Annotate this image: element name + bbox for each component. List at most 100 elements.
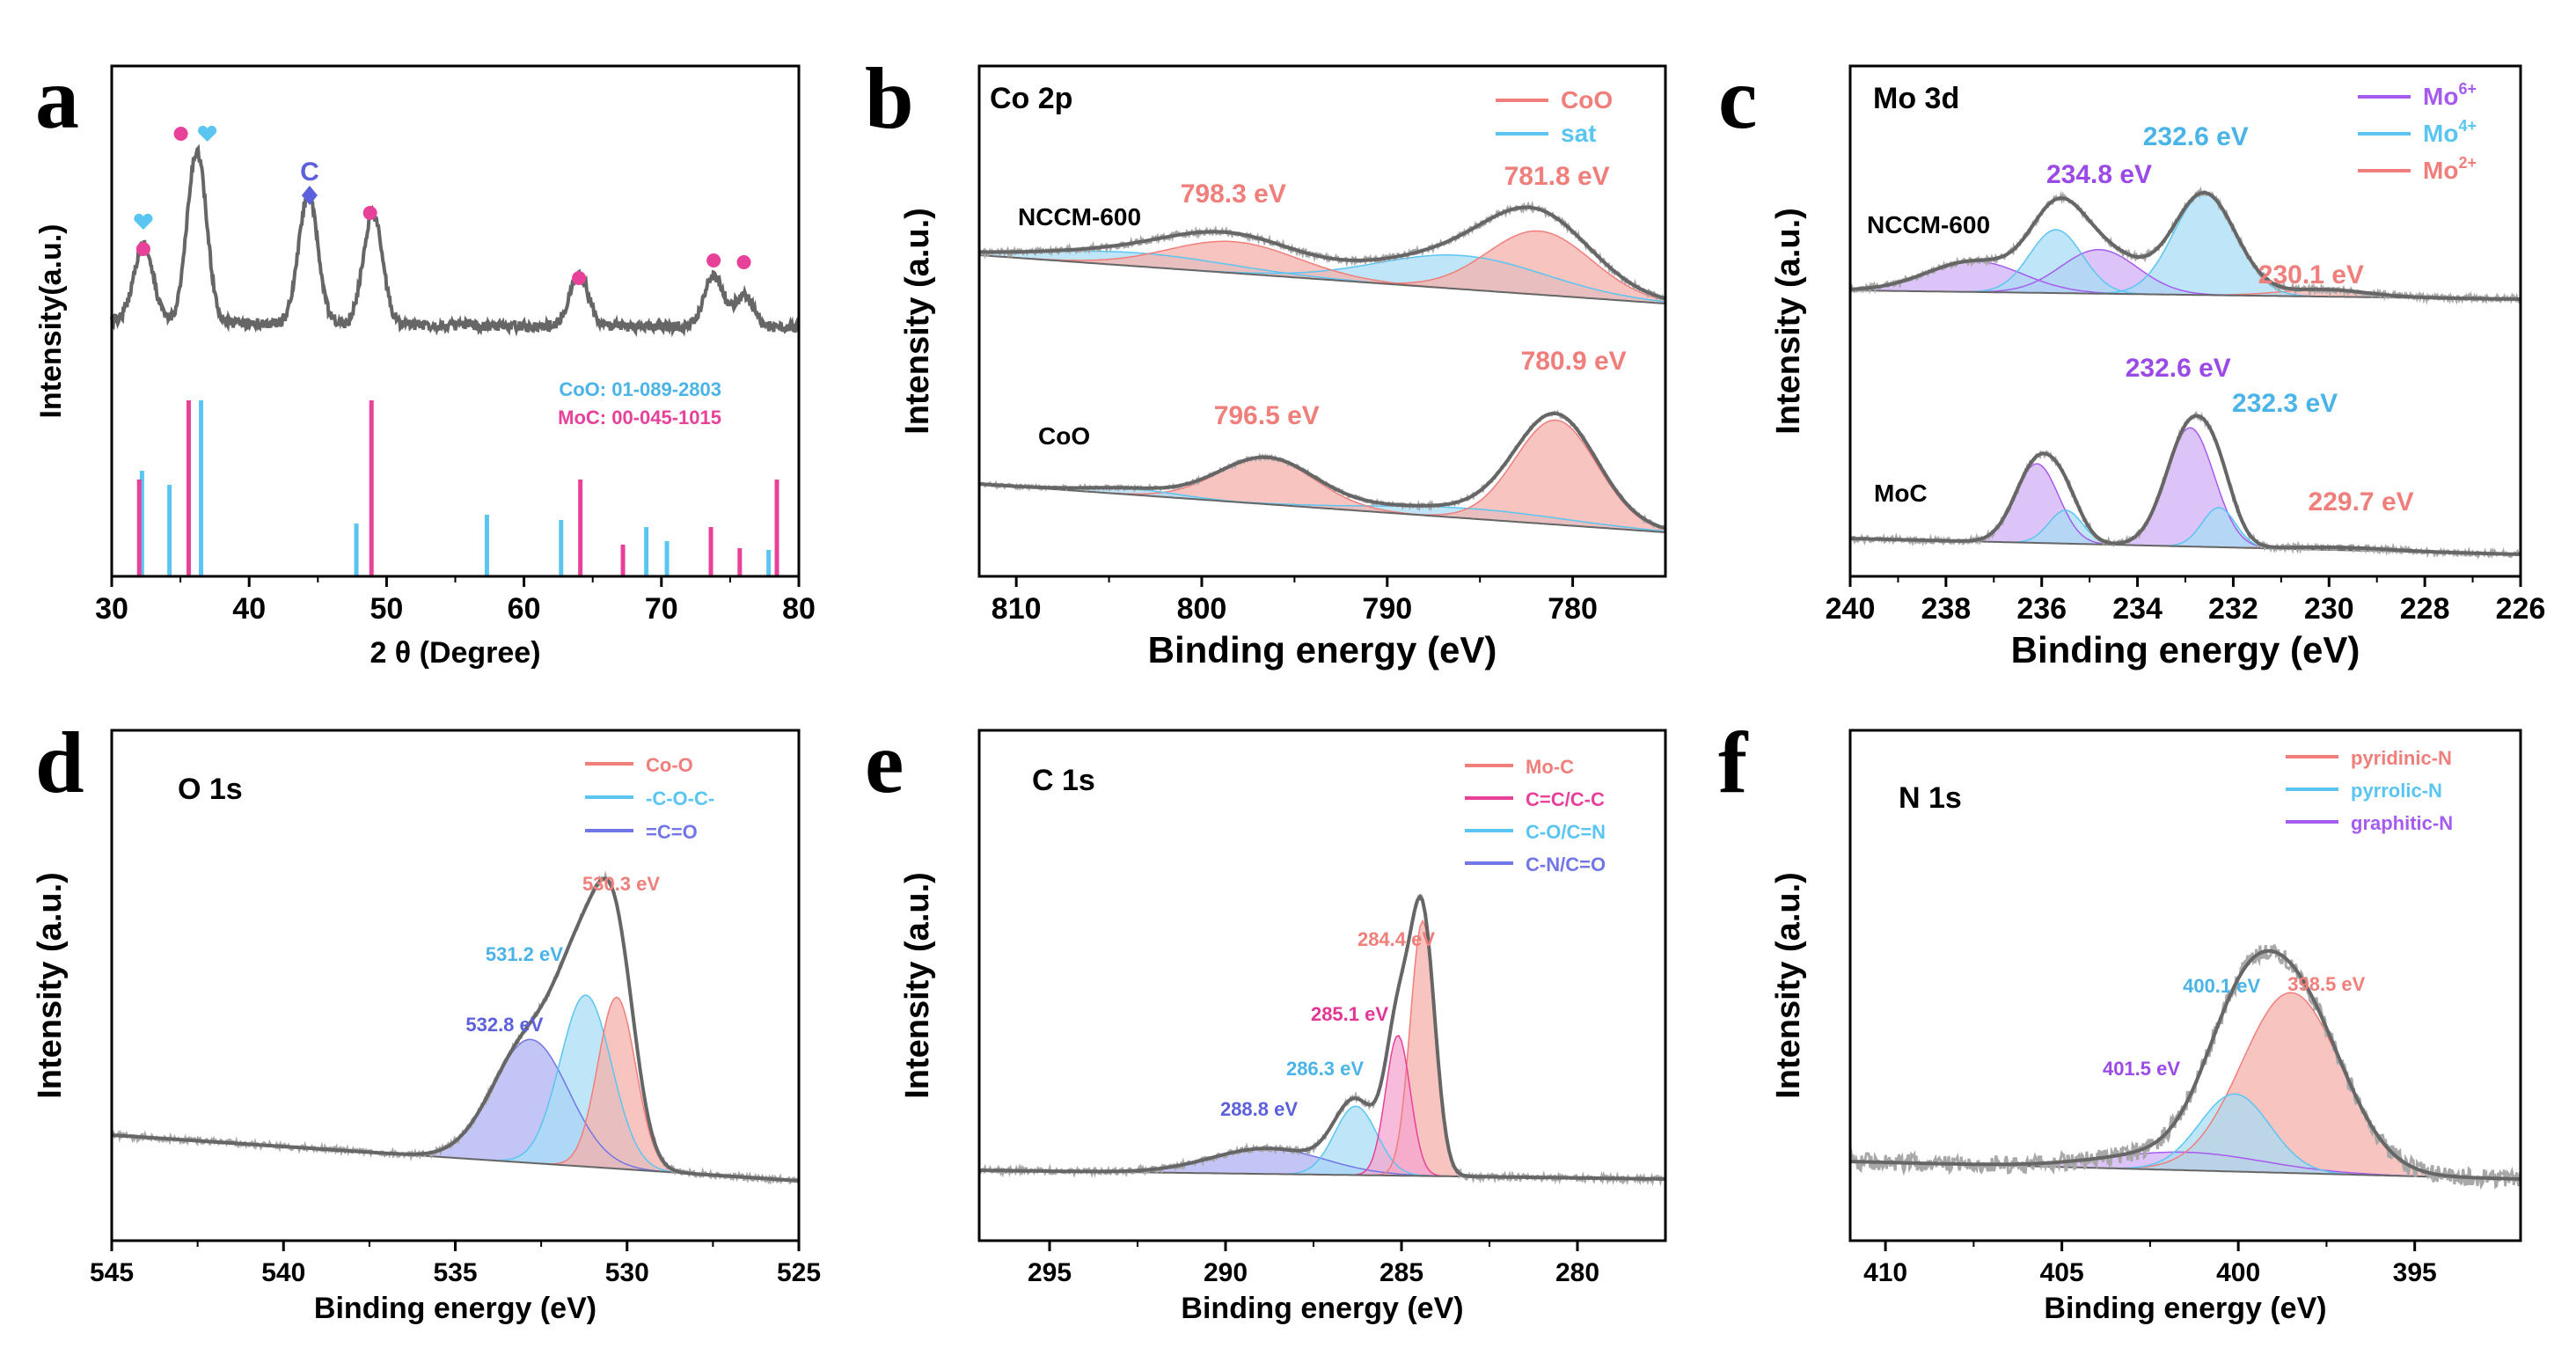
- panel-b-x-tick-label: 780: [1548, 592, 1598, 626]
- panel-b-y-axis-label: Intensity (a.u.): [899, 208, 936, 435]
- panel-d-peak-label: 532.8 eV: [465, 1014, 543, 1036]
- panel-a-x-tick-label: 50: [370, 592, 403, 626]
- line-layer: [110, 143, 2522, 1190]
- axes-layer: [110, 64, 2522, 1251]
- panel-d-x-tick-label: 535: [433, 1258, 477, 1287]
- panel-a-moc-marker: [736, 255, 751, 269]
- panel-c-y-axis-label: Intensity (a.u.): [1770, 208, 1807, 435]
- panel-e-envelope: [979, 893, 1665, 1181]
- panel-b-coo-peak-fill: [979, 420, 1665, 532]
- panel-b-nccm-envelope: [979, 205, 1666, 301]
- panel-a-c-marker: [301, 186, 318, 205]
- panel-a-moc-marker: [362, 206, 377, 220]
- panel-f-peak-fill: [1850, 993, 2521, 1179]
- panel-a-moc-marker: [173, 127, 188, 141]
- panel-c-nccm-peak-fill: [1850, 230, 2521, 299]
- panel-f-y-axis-label: Intensity (a.u.): [1770, 872, 1807, 1099]
- panel-a-moc-ref-label: MoC: 00-045-1015: [558, 407, 721, 429]
- panel-d-envelope: [111, 876, 800, 1183]
- panel-d-peak-label: 531.2 eV: [486, 943, 563, 965]
- panel-c-x-axis-label: Binding energy (eV): [2011, 629, 2360, 670]
- panel-b-legend-label: CoO: [1561, 86, 1613, 114]
- panel-f-legend-label: graphitic-N: [2351, 812, 2453, 834]
- panel-a-coo-ref-label: CoO: 01-089-2803: [559, 378, 721, 400]
- panel-e-x-tick-label: 295: [1028, 1258, 1072, 1287]
- panel-e-x-axis-label: Binding energy (eV): [1181, 1292, 1463, 1325]
- panel-f-frame: [1848, 729, 2522, 1242]
- panel-d-peak-fill: [112, 1039, 799, 1181]
- panel-b-nccm-baseline: [978, 254, 1666, 304]
- panel-c-moc-envelope: [1849, 414, 2521, 556]
- panel-c-x-tick-label: 238: [1921, 592, 1971, 626]
- panel-b-nccm-peak-fill: [979, 231, 1665, 304]
- panel-a-coo-marker: [134, 213, 153, 230]
- panel-c-legend-sup: 2+: [2458, 154, 2477, 172]
- panel-b-coo-baseline: [978, 483, 1666, 533]
- panel-b-coo-peak-label: 796.5 eV: [1214, 401, 1320, 430]
- panel-c-moc-peak-label: 232.3 eV: [2232, 389, 2338, 418]
- panel-b-x-tick-label: 790: [1362, 592, 1412, 626]
- panel-c-x-tick-label: 240: [1826, 592, 1876, 626]
- panel-a-moc-marker: [135, 242, 150, 256]
- panel-d-x-tick-label: 530: [605, 1258, 649, 1287]
- panel-f-peak-fill: [1850, 1094, 2521, 1179]
- panel-e-legend-label: C-N/C=O: [1526, 853, 1606, 875]
- panel-b-title: Co 2p: [990, 82, 1072, 115]
- panel-f-legend-label: pyridinic-N: [2351, 747, 2452, 769]
- panel-a-x-axis-label: 2 θ (Degree): [370, 636, 540, 670]
- panel-d-title: O 1s: [178, 773, 243, 806]
- panel-d-x-tick-label: 525: [777, 1258, 821, 1287]
- panel-d-panel-letter: d: [35, 714, 84, 811]
- panel-e-panel-letter: e: [865, 714, 904, 811]
- panel-d-peak-label: 530.3 eV: [582, 873, 660, 895]
- panel-d-legend-label: -C-O-C-: [646, 788, 714, 810]
- panel-a-x-tick-label: 60: [508, 592, 541, 626]
- panel-a-moc-marker: [706, 253, 721, 267]
- panel-b-panel-letter: b: [865, 49, 914, 147]
- panel-a-coo-marker: [198, 125, 217, 142]
- panel-f-title: N 1s: [1899, 781, 1962, 815]
- panel-c-moc-peak-fill: [1850, 464, 2521, 554]
- panel-a-moc-marker: [572, 271, 587, 285]
- panel-e-legend-label: C-O/C=N: [1526, 821, 1606, 843]
- panel-f-x-tick-label: 395: [2393, 1258, 2437, 1287]
- panel-c-moc-peak-label: 229.7 eV: [2309, 487, 2414, 516]
- panel-e-frame: [977, 729, 1667, 1242]
- panel-b-coo-peak-fill: [979, 458, 1665, 532]
- panel-e-title: C 1s: [1032, 764, 1095, 797]
- panel-a-xrd-pattern: [110, 143, 801, 338]
- panel-b-nccm-label: NCCM-600: [1018, 203, 1141, 231]
- panel-f-peak-label: 398.5 eV: [2287, 973, 2365, 995]
- panel-c-nccm-peak-fill: [1850, 194, 2521, 299]
- panel-f-x-tick-label: 405: [2040, 1258, 2084, 1287]
- panel-d-peak-line: [111, 1038, 800, 1182]
- panel-a-c-marker-label: C: [300, 158, 319, 187]
- panel-e-peak-label: 288.8 eV: [1220, 1098, 1298, 1120]
- panel-c-moc-peak-fill: [1850, 428, 2521, 554]
- panel-b-x-axis-label: Binding energy (eV): [1148, 629, 1497, 670]
- panel-c-legend-label: Mo6+: [2423, 80, 2477, 110]
- panel-b-x-tick-label: 800: [1177, 592, 1227, 626]
- panel-c-x-tick-label: 228: [2400, 592, 2450, 626]
- panel-e-x-tick-label: 285: [1379, 1258, 1423, 1287]
- panel-a-panel-letter: a: [35, 49, 79, 147]
- panel-c-legend-sup: 4+: [2458, 117, 2477, 135]
- panel-c-nccm-peak-label: 232.6 eV: [2143, 122, 2249, 151]
- panel-f-panel-letter: f: [1718, 714, 1749, 811]
- panel-d-x-tick-label: 545: [90, 1258, 134, 1287]
- panel-e-legend-label: Mo-C: [1526, 756, 1574, 778]
- panel-c-moc-peak-fill: [1850, 507, 2521, 554]
- panel-c-moc-peak-label: 232.6 eV: [2126, 354, 2231, 383]
- panel-d-y-axis-label: Intensity (a.u.): [32, 872, 69, 1099]
- panel-b-coo-peak-label: 780.9 eV: [1521, 347, 1627, 376]
- panel-e-y-axis-label: Intensity (a.u.): [899, 872, 936, 1099]
- panel-c-legend-label: Mo4+: [2423, 117, 2477, 147]
- panel-d-raw-data: [111, 870, 801, 1186]
- panel-d-legend-label: Co-O: [646, 754, 693, 776]
- panel-c-panel-letter: c: [1718, 49, 1757, 147]
- panel-d-x-axis-label: Binding energy (eV): [314, 1292, 596, 1325]
- panel-c-x-tick-label: 234: [2112, 592, 2163, 626]
- panel-c-x-tick-label: 236: [2016, 592, 2067, 626]
- panel-e-x-tick-label: 280: [1555, 1258, 1599, 1287]
